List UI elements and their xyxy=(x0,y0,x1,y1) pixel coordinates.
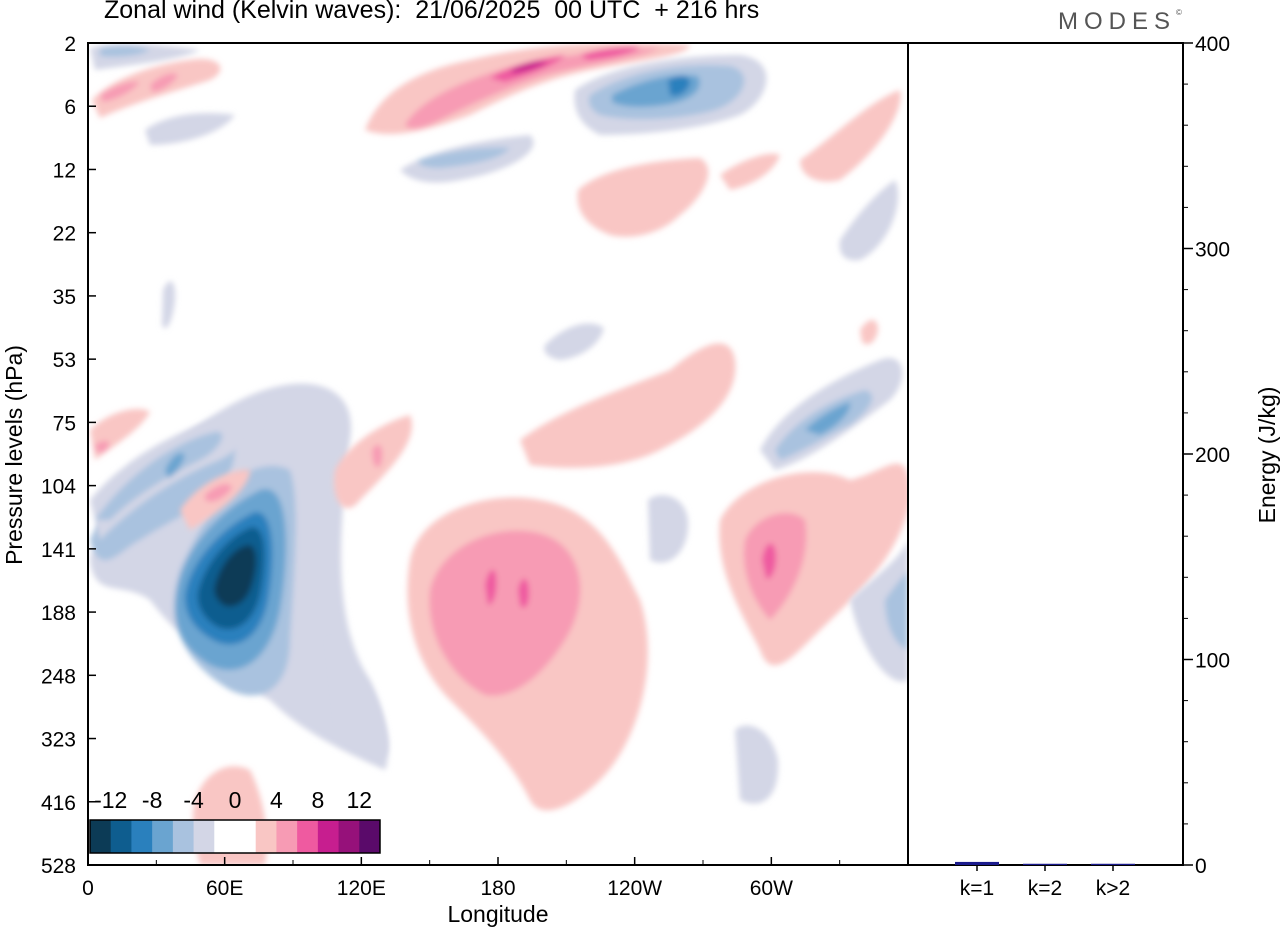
energy-y-axis-title: Energy (J/kg) xyxy=(1254,387,1280,524)
y-tick-label: 104 xyxy=(41,476,76,499)
colorbar-frame xyxy=(89,819,381,854)
x-tick-label: 60E xyxy=(206,877,243,900)
colorbar-swatch xyxy=(255,820,277,853)
colorbar-label: 0 xyxy=(229,787,242,813)
colorbar-swatch xyxy=(297,820,319,853)
energy-bar xyxy=(1023,863,1067,865)
colorbar-label: -4 xyxy=(183,787,204,813)
negative-band-upper xyxy=(90,409,260,540)
y-tick-label: 35 xyxy=(53,286,76,309)
energy-x-tick-label: k=1 xyxy=(960,877,994,900)
y-tick-label: 141 xyxy=(41,539,76,562)
y-tick-label: 12 xyxy=(53,159,76,182)
upper-level-structures xyxy=(90,43,901,360)
energy-x-axis: k=1 k=2 k>2 xyxy=(960,865,1130,900)
energy-x-tick-label: k=2 xyxy=(1028,877,1062,900)
energy-y-axis: 0 100 200 300 400 xyxy=(1183,33,1230,878)
y-tick-label: 323 xyxy=(41,729,76,752)
colorbar-label: 4 xyxy=(270,787,283,813)
y-tick-label: 528 xyxy=(41,855,76,878)
colorbar-swatch xyxy=(131,820,153,853)
energy-y-tick-label: 300 xyxy=(1195,239,1230,262)
colorbar-label: -12 xyxy=(94,787,127,813)
negative-anomaly-80w xyxy=(760,358,903,470)
colorbar-swatch xyxy=(110,820,132,853)
colorbar-swatch xyxy=(214,820,236,853)
x-axis-longitude: 0 60E 120E 180 120W 60W xyxy=(82,857,841,900)
chart-title: Zonal wind (Kelvin waves): 21/06/2025 00… xyxy=(104,0,760,24)
colorbar-swatch xyxy=(317,820,340,853)
contour-field xyxy=(90,43,908,865)
x-tick-label: 60W xyxy=(750,877,793,900)
y-tick-label: 2 xyxy=(64,33,76,56)
x-tick-label: 120W xyxy=(607,877,662,900)
energy-y-tick-label: 200 xyxy=(1195,444,1230,467)
y-tick-label: 188 xyxy=(41,602,76,625)
y-tick-label: 6 xyxy=(64,96,76,119)
colorbar-label: 8 xyxy=(311,787,324,813)
colorbar-label: 12 xyxy=(346,787,372,813)
y-tick-label: 22 xyxy=(53,223,76,246)
y-tick-label: 416 xyxy=(41,792,76,815)
negative-lower xyxy=(330,495,908,804)
energy-panel-frame xyxy=(907,42,1184,866)
energy-bars xyxy=(955,861,1135,865)
colorbar-swatch xyxy=(152,820,174,853)
colorbar-swatch xyxy=(172,820,195,853)
colorbar-swatch xyxy=(276,820,298,853)
brand-logo: MODES© xyxy=(1058,8,1182,36)
y-tick-label: 75 xyxy=(53,412,76,435)
colorbar-swatch xyxy=(90,820,112,853)
colorbar: -12 -8 -4 0 4 8 12 xyxy=(89,787,381,854)
colorbar-label: -8 xyxy=(142,787,162,813)
x-axis-title: Longitude xyxy=(447,901,548,927)
y-tick-label: 53 xyxy=(53,349,76,372)
energy-bar xyxy=(1091,863,1135,865)
energy-y-tick-label: 0 xyxy=(1195,855,1207,878)
x-tick-label: 0 xyxy=(82,877,94,900)
colorbar-swatch xyxy=(338,820,360,853)
energy-y-tick-label: 100 xyxy=(1195,650,1230,673)
x-tick-label: 120E xyxy=(337,877,386,900)
colorbar-swatch xyxy=(235,820,257,853)
positive-anomaly-180 xyxy=(407,497,648,811)
y-tick-label: 248 xyxy=(41,665,76,688)
y-axis-title: Pressure levels (hPa) xyxy=(1,345,27,565)
colorbar-swatch xyxy=(359,820,381,853)
energy-x-tick-label: k>2 xyxy=(1096,877,1130,900)
y-axis-pressure: 2 6 12 22 35 53 75 104 141 188 248 323 416 528 xyxy=(41,33,96,878)
energy-bar xyxy=(955,861,999,865)
colorbar-swatch xyxy=(193,820,215,853)
x-tick-label: 180 xyxy=(480,877,515,900)
brand-name: MODES xyxy=(1058,8,1177,35)
brand-mark: © xyxy=(1176,8,1182,17)
energy-y-tick-label: 400 xyxy=(1195,33,1230,56)
positive-anomaly-60w xyxy=(719,463,908,666)
